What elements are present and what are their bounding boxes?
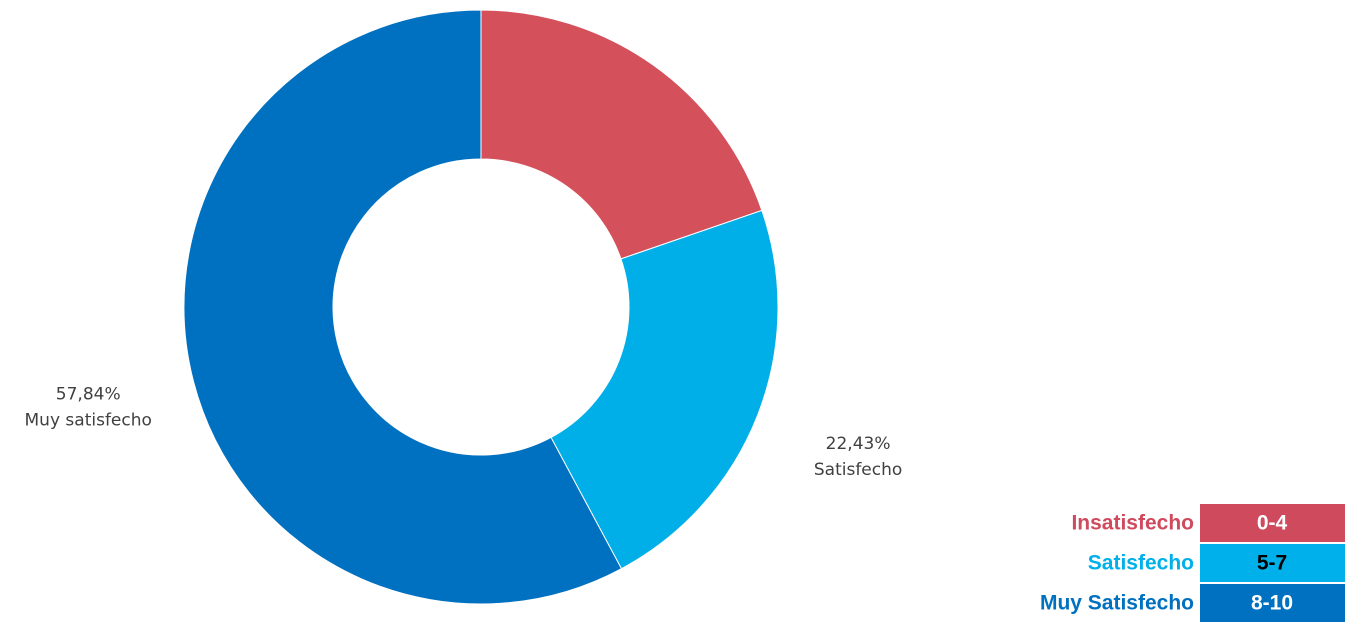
category-label: Satisfecho	[814, 460, 902, 480]
legend-swatch	[1200, 584, 1345, 622]
donut-slice	[480, 9, 763, 260]
category-label: Insatisfecho	[665, 0, 767, 2]
legend-range: 8-10	[1251, 592, 1293, 615]
donut-slice	[550, 209, 779, 570]
legend-range: 0-4	[1257, 512, 1288, 535]
legend-swatch	[1200, 504, 1345, 542]
legend-name: Satisfecho	[1088, 552, 1194, 575]
category-label: Muy satisfecho	[25, 411, 152, 431]
legend-name: Muy Satisfecho	[1040, 592, 1194, 615]
donut-slice	[183, 9, 623, 605]
data-label: 57,84%	[56, 385, 121, 405]
data-label: 22,43%	[826, 434, 891, 454]
legend-name: Insatisfecho	[1071, 512, 1194, 535]
legend-swatch	[1200, 544, 1345, 582]
legend-range: 5-7	[1257, 552, 1287, 575]
